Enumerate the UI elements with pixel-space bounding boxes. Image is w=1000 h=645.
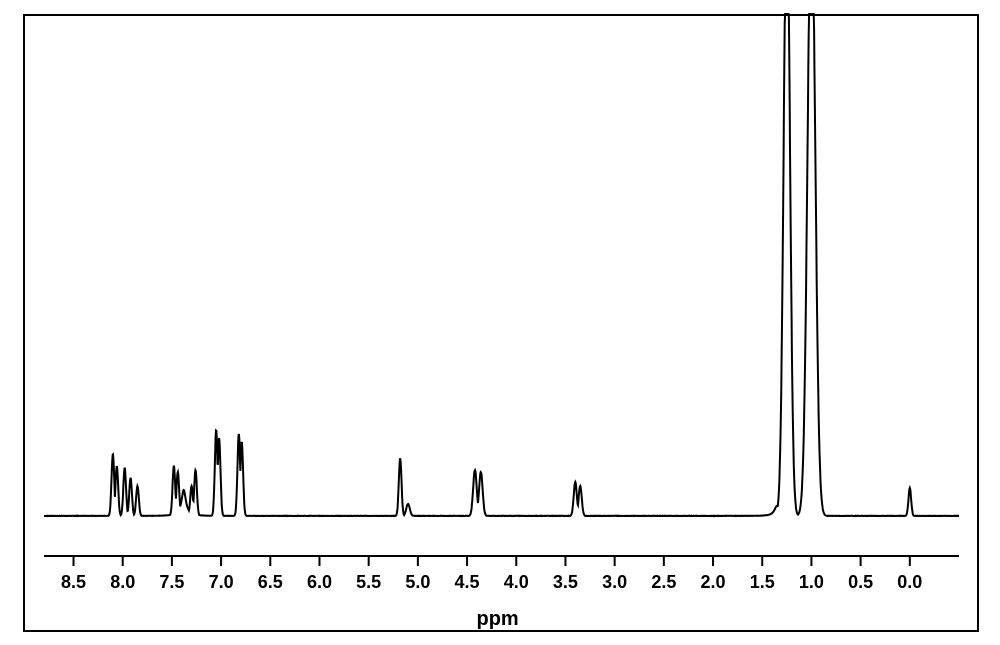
axis-tick-label: 3.5	[553, 572, 578, 592]
axis-tick-label: 0.5	[848, 572, 873, 592]
axis-tick-label: 6.0	[307, 572, 332, 592]
axis-tick-label: 3.0	[602, 572, 627, 592]
axis-tick-label: 4.0	[504, 572, 529, 592]
ppm-axis: 8.5 8.0 7.5 7.0 6.5 6.0 5.5 5.0 4.5 4.0 3.5 3.0 2.5 2…	[0, 0, 1000, 645]
axis-tick-label: 7.5	[159, 572, 184, 592]
axis-tick-label: 5.0	[405, 572, 430, 592]
axis-tick-label: 0.0	[897, 572, 922, 592]
axis-tick-label: 1.0	[799, 572, 824, 592]
axis-tick-label: 8.5	[61, 572, 86, 592]
axis-tick-label: 4.5	[455, 572, 480, 592]
axis-tick-label: 7.0	[209, 572, 234, 592]
axis-tick-label: 6.5	[258, 572, 283, 592]
axis-tick-label: 5.5	[356, 572, 381, 592]
axis-tick-label: 2.0	[701, 572, 726, 592]
x-axis-label: ppm	[477, 608, 519, 631]
axis-tick-label: 1.5	[750, 572, 775, 592]
axis-tick-label: 2.5	[651, 572, 676, 592]
axis-tick-label: 8.0	[110, 572, 135, 592]
